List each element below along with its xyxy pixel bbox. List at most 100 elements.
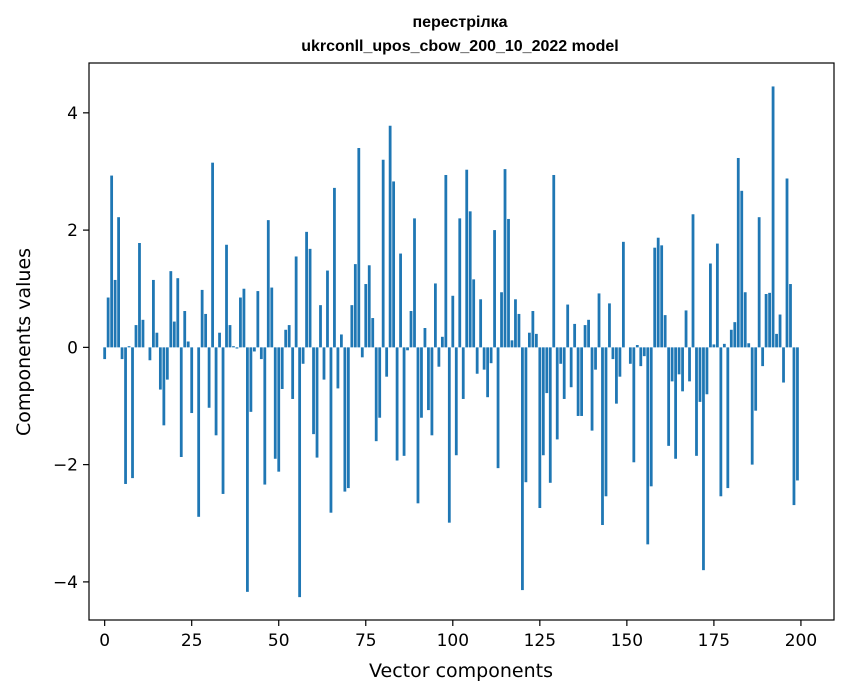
bar-41 — [246, 347, 249, 592]
bar-86 — [402, 347, 406, 456]
bar-38 — [235, 347, 239, 349]
bar-124 — [534, 333, 538, 348]
bar-71 — [350, 305, 354, 348]
bar-1 — [106, 297, 110, 348]
bar-0 — [103, 347, 107, 360]
bar-65 — [329, 347, 333, 513]
bar-116 — [507, 218, 510, 348]
bar-93 — [427, 347, 430, 411]
bar-195 — [782, 347, 785, 383]
bar-134 — [569, 347, 573, 388]
bar-23 — [183, 311, 187, 348]
bar-57 — [301, 347, 305, 364]
x-axis-label: Vector components — [369, 660, 553, 682]
bar-88 — [409, 311, 413, 348]
bar-3 — [113, 279, 117, 348]
bar-146 — [611, 347, 615, 360]
bar-31 — [211, 162, 214, 348]
bar-37 — [232, 346, 235, 348]
bar-36 — [228, 325, 232, 348]
bar-47 — [266, 220, 270, 348]
bar-63 — [322, 347, 326, 380]
bar-103 — [461, 347, 465, 399]
bar-122 — [527, 332, 531, 348]
x-tick-label: 100 — [437, 631, 469, 651]
bar-87 — [406, 347, 409, 351]
bar-189 — [761, 347, 765, 367]
bar-177 — [719, 347, 723, 497]
bar-6 — [124, 347, 127, 484]
bar-21 — [176, 278, 180, 348]
bar-156 — [646, 347, 650, 545]
bar-153 — [635, 345, 639, 348]
bar-135 — [573, 323, 577, 348]
bar-149 — [621, 241, 625, 348]
bar-198 — [792, 347, 796, 506]
bar-181 — [733, 322, 737, 348]
bar-55 — [294, 256, 298, 348]
bar-94 — [430, 347, 434, 436]
bar-141 — [594, 347, 597, 370]
bar-111 — [489, 347, 493, 364]
bar-34 — [221, 347, 225, 494]
bar-15 — [155, 332, 159, 348]
bar-67 — [336, 347, 340, 389]
x-tick-label: 175 — [698, 631, 730, 651]
bar-167 — [684, 310, 688, 348]
bar-184 — [743, 292, 747, 348]
bar-68 — [340, 334, 343, 348]
bar-61 — [315, 347, 319, 458]
bar-105 — [468, 211, 472, 348]
bar-139 — [587, 319, 590, 348]
y-tick-label: 4 — [67, 104, 78, 124]
bar-182 — [736, 157, 740, 348]
y-tick-label: −4 — [53, 573, 78, 593]
bar-169 — [691, 214, 695, 348]
bar-162 — [667, 347, 671, 446]
bar-199 — [796, 347, 799, 481]
bar-42 — [249, 347, 253, 412]
bar-133 — [566, 304, 570, 348]
bar-155 — [642, 347, 646, 357]
bar-192 — [771, 86, 775, 348]
bar-176 — [715, 243, 719, 348]
bar-45 — [259, 347, 263, 360]
bar-92 — [423, 328, 427, 348]
y-axis: −4 −2 0 2 4 — [53, 104, 89, 593]
bar-83 — [392, 181, 396, 348]
bar-109 — [482, 347, 486, 370]
bar-17 — [162, 347, 166, 426]
bar-98 — [444, 174, 448, 348]
bar-24 — [186, 341, 190, 348]
bar-157 — [649, 347, 653, 487]
bar-78 — [374, 347, 378, 442]
bar-138 — [583, 325, 587, 348]
bar-77 — [371, 318, 375, 348]
bar-166 — [681, 347, 684, 392]
bar-140 — [590, 347, 594, 431]
bar-147 — [615, 347, 618, 404]
bar-28 — [200, 289, 204, 348]
bar-20 — [172, 321, 176, 348]
bar-16 — [158, 347, 162, 390]
bar-190 — [764, 294, 768, 348]
bar-194 — [778, 314, 782, 348]
bar-196 — [785, 178, 789, 348]
bar-107 — [475, 347, 479, 374]
bar-14 — [152, 279, 155, 348]
bar-33 — [218, 332, 221, 348]
bar-171 — [698, 347, 702, 402]
bar-25 — [190, 347, 194, 414]
bar-27 — [197, 347, 201, 517]
bar-10 — [138, 243, 141, 348]
bar-154 — [639, 347, 643, 367]
bar-132 — [562, 347, 566, 399]
bar-46 — [263, 347, 267, 485]
bar-188 — [757, 217, 761, 348]
bar-197 — [789, 284, 792, 348]
bar-43 — [252, 347, 256, 352]
bar-85 — [399, 253, 402, 348]
bar-49 — [273, 347, 277, 459]
bar-series — [103, 86, 799, 598]
x-tick-label: 25 — [181, 631, 203, 651]
